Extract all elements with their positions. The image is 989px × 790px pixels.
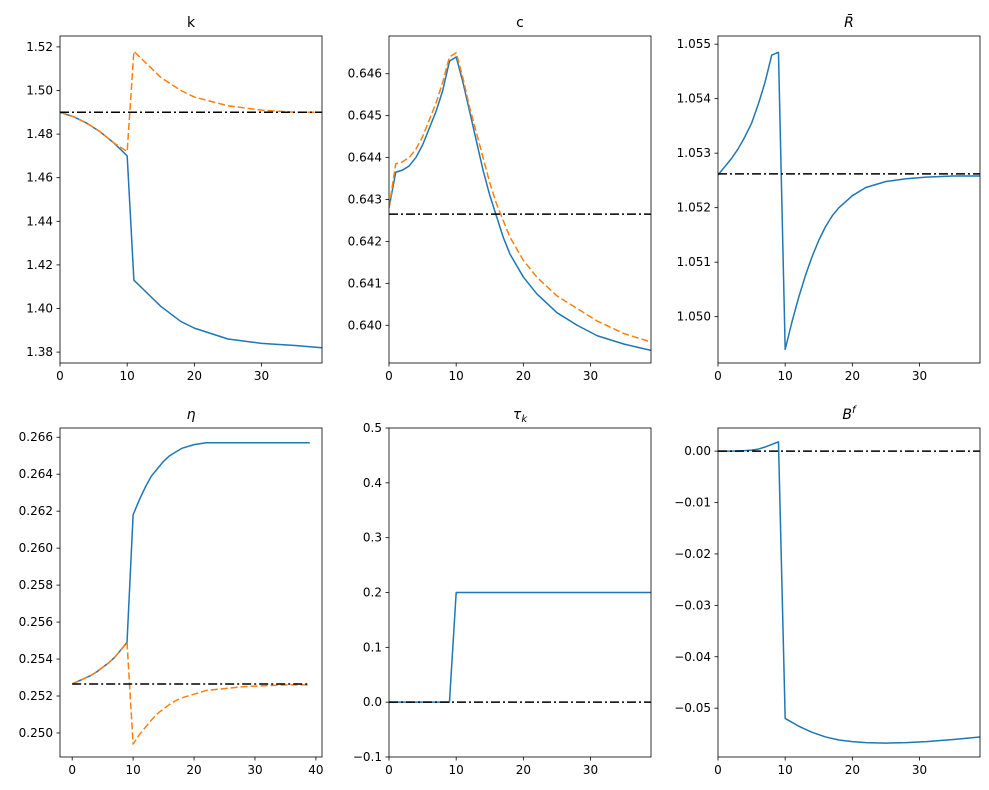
- y-tick-label: 0.643: [348, 193, 382, 207]
- chart-panel: 0 10 20 30 1.050 1.051 1.052 1.053 1.054 1.055 R̄: [677, 13, 981, 383]
- y-tick-label: −0.01: [674, 496, 711, 510]
- chart-panel: 0 10 20 30 40 0.250 0.252 0.254 0.256 0.258 0.260 0…: [19, 407, 324, 777]
- x-tick-label: 0: [714, 763, 722, 777]
- y-tick-label: 0.0: [363, 695, 382, 709]
- series-line-dashed: [60, 50, 322, 153]
- y-tick-label: 0.640: [348, 318, 382, 332]
- x-tick-label: 30: [254, 369, 269, 383]
- y-tick-label: 0.5: [363, 421, 382, 435]
- x-tick-label: 10: [449, 369, 464, 383]
- y-tick-label: 0.642: [348, 234, 382, 248]
- y-tick-label: 0.254: [19, 652, 53, 666]
- y-tick-label: 0.252: [19, 689, 53, 703]
- y-tick-label: 0.4: [363, 476, 382, 490]
- panel-title: Bf: [842, 405, 857, 423]
- axes-frame: [717, 35, 981, 364]
- x-tick-label: 0: [56, 369, 64, 383]
- x-tick-label: 30: [247, 763, 262, 777]
- y-tick-label: 0.264: [19, 467, 53, 481]
- x-tick-label: 30: [912, 763, 927, 777]
- axes-frame: [59, 35, 323, 364]
- x-tick-label: 20: [187, 369, 202, 383]
- chart-panel: 0 10 20 30 0.640 0.641 0.642 0.643 0.644 0.645 0.6…: [348, 15, 652, 383]
- chart-panel: 0 10 20 30 −0.05 −0.04 −0.03 −0.02 −0.01 0.00 Bf: [674, 405, 981, 777]
- y-tick-label: 0.00: [684, 444, 711, 458]
- x-tick-label: 20: [186, 763, 201, 777]
- panel-title: η: [187, 407, 196, 423]
- y-tick-label: 1.44: [26, 214, 53, 228]
- chart-panel: 0 10 20 30 1.38 1.40 1.42 1.44 1.46 1.48 1.50 1.52 k: [26, 15, 323, 383]
- y-tick-label: 0.256: [19, 615, 53, 629]
- y-tick-label: 0.3: [363, 531, 382, 545]
- x-tick-label: 10: [449, 763, 464, 777]
- panel-title: τk: [513, 407, 528, 425]
- panel-title: c: [516, 15, 524, 31]
- x-tick-label: 0: [385, 763, 393, 777]
- series-line-solid: [389, 56, 651, 352]
- x-tick-label: 30: [912, 369, 927, 383]
- y-tick-label: 0.260: [19, 541, 53, 555]
- x-tick-label: 10: [125, 763, 140, 777]
- x-tick-label: 0: [385, 369, 393, 383]
- y-tick-label: −0.05: [674, 701, 711, 715]
- y-tick-label: 1.050: [677, 310, 711, 324]
- series-line-solid: [71, 442, 310, 685]
- y-tick-label: −0.03: [674, 598, 711, 612]
- series-line-solid: [718, 441, 980, 744]
- y-tick-label: 0.262: [19, 504, 53, 518]
- y-tick-label: 0.645: [348, 109, 382, 123]
- y-tick-label: 1.42: [26, 258, 53, 272]
- y-tick-label: 1.46: [26, 171, 53, 185]
- y-tick-label: −0.04: [674, 650, 711, 664]
- y-tick-label: 0.646: [348, 67, 382, 81]
- y-tick-label: 0.258: [19, 578, 53, 592]
- x-tick-label: 20: [516, 763, 531, 777]
- x-tick-label: 20: [845, 763, 860, 777]
- y-tick-label: 1.051: [677, 255, 711, 269]
- series-line-dashed: [389, 52, 651, 343]
- panel-title: R̄: [844, 13, 854, 31]
- x-tick-label: 20: [516, 369, 531, 383]
- y-tick-label: 1.52: [26, 40, 53, 54]
- chart-panel: 0 10 20 30 −0.1 0.0 0.1 0.2 0.3 0.4 0.5 τk: [353, 407, 652, 777]
- y-tick-label: 0.2: [363, 586, 382, 600]
- y-tick-label: −0.1: [353, 750, 382, 764]
- y-tick-label: 1.40: [26, 302, 53, 316]
- series-line-dashed: [71, 641, 310, 745]
- x-tick-label: 0: [714, 369, 722, 383]
- y-tick-label: 1.48: [26, 127, 53, 141]
- panel-title: k: [187, 15, 196, 31]
- y-tick-label: −0.02: [674, 547, 711, 561]
- y-tick-label: 0.644: [348, 151, 382, 165]
- y-tick-label: 1.054: [677, 92, 711, 106]
- x-tick-label: 10: [778, 369, 793, 383]
- x-tick-label: 10: [778, 763, 793, 777]
- y-tick-label: 0.641: [348, 276, 382, 290]
- series-line-solid: [718, 51, 980, 351]
- x-tick-label: 0: [68, 763, 76, 777]
- x-tick-label: 20: [845, 369, 860, 383]
- x-tick-label: 40: [308, 763, 323, 777]
- y-tick-label: 0.266: [19, 430, 53, 444]
- axes-frame: [59, 427, 323, 758]
- axes-frame: [717, 427, 981, 758]
- y-tick-label: 1.052: [677, 201, 711, 215]
- y-tick-label: 1.38: [26, 345, 53, 359]
- y-tick-label: 0.250: [19, 726, 53, 740]
- y-tick-label: 1.053: [677, 146, 711, 160]
- y-tick-label: 1.50: [26, 84, 53, 98]
- x-tick-label: 30: [583, 369, 598, 383]
- y-tick-label: 0.1: [363, 640, 382, 654]
- y-tick-label: 1.055: [677, 37, 711, 51]
- x-tick-label: 10: [120, 369, 135, 383]
- x-tick-label: 30: [583, 763, 598, 777]
